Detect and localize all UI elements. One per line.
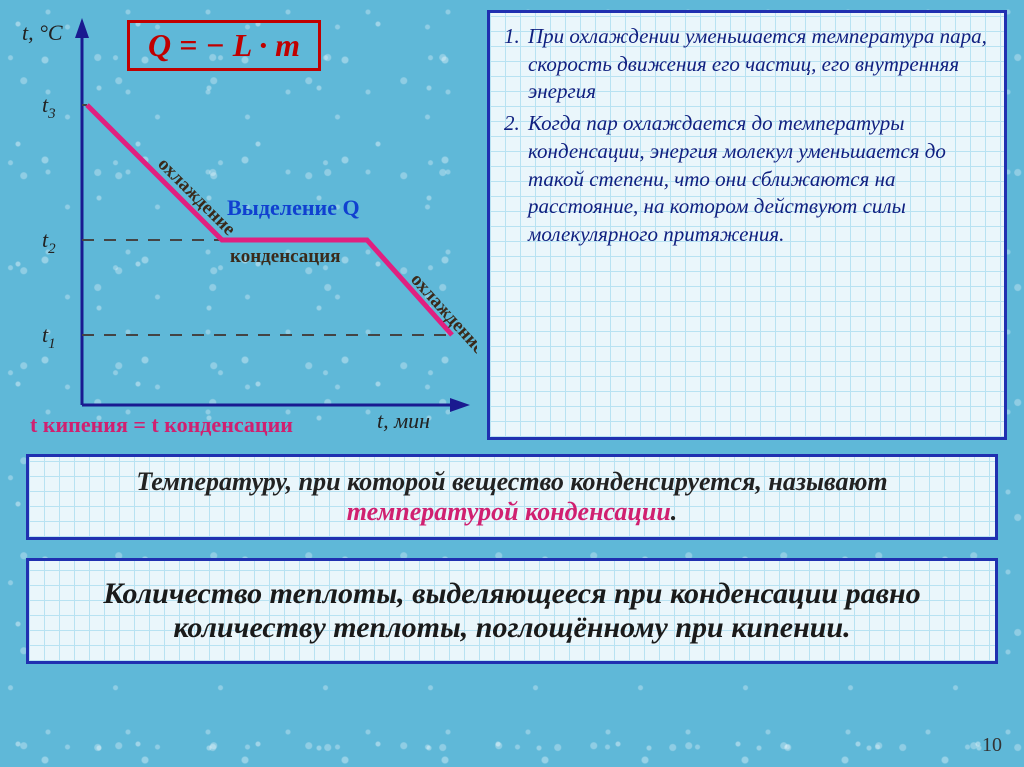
definition-suffix: . [671, 497, 678, 526]
tick-t3: t3 [42, 92, 56, 122]
heat-equality-box: Количество теплоты, выделяющееся при кон… [26, 558, 998, 664]
chart-area: Q = − L · m t, °C t, мин t1 t2 t3 [12, 10, 477, 440]
explanation-item-1: 1.При охлаждении уменьшается температура… [504, 23, 990, 106]
boiling-eq-condensation: t кипения = t конденсации [30, 412, 293, 438]
seg-label-cond: конденсация [230, 246, 340, 267]
x-axis-arrow [450, 398, 470, 412]
tick-t2: t2 [42, 227, 56, 257]
top-row: Q = − L · m t, °C t, мин t1 t2 t3 [0, 0, 1024, 440]
cooling-chart: t, °C t, мин t1 t2 t3 охлаждение конденс… [12, 10, 477, 440]
page-number: 10 [982, 734, 1002, 757]
heat-equality-text: Количество теплоты, выделяющееся при кон… [103, 577, 920, 644]
explanation-panel: 1.При охлаждении уменьшается температура… [487, 10, 1007, 440]
cooling-curve [87, 105, 452, 335]
definition-box: Температуру, при которой вещество конден… [26, 454, 998, 540]
emission-q-label: Выделение Q [227, 195, 360, 220]
y-axis-label: t, °C [22, 20, 63, 45]
explanation-item-2: 2.Когда пар охлаждается до температуры к… [504, 110, 990, 249]
y-axis-arrow [75, 18, 89, 38]
definition-highlight: температурой конденсации [347, 497, 671, 526]
seg-label-cool2: охлаждение [406, 269, 477, 358]
tick-t1: t1 [42, 322, 56, 352]
slide-content: Q = − L · m t, °C t, мин t1 t2 t3 [0, 0, 1024, 767]
x-axis-label: t, мин [377, 408, 430, 433]
definition-prefix: Температуру, при которой вещество конден… [136, 467, 887, 496]
